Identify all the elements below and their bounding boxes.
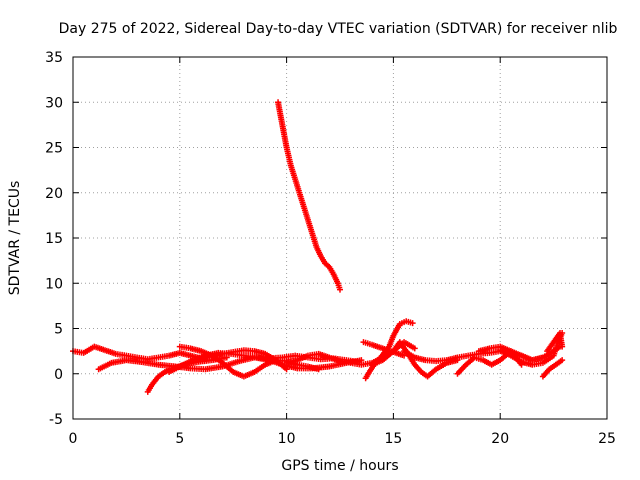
y-tick-label: 25 [45,141,63,157]
x-tick-label: 0 [69,431,78,447]
data-points [70,99,566,395]
series-track-15 [544,330,566,355]
series-track-9 [360,339,408,359]
y-tick-label: 20 [45,186,63,202]
grid [73,57,607,419]
axes: 0 5 10 15 20 25 -5 0 5 10 15 20 25 30 35 [45,50,616,447]
x-tick-label: 5 [175,431,184,447]
data-point [411,345,418,352]
x-axis-label: GPS time / hours [281,458,398,474]
y-tick-label: 30 [45,95,63,111]
chart-title: Day 275 of 2022, Sidereal Day-to-day VTE… [59,21,618,37]
y-tick-label: -5 [49,412,63,428]
data-point [337,286,343,293]
y-tick-label: 10 [45,276,63,292]
series-track-14 [539,357,566,380]
data-point [315,366,322,373]
y-tick-label: 5 [54,322,63,338]
x-tick-label: 15 [384,431,402,447]
y-tick-label: 0 [54,367,63,383]
y-axis-label: SDTVAR / TECUs [7,181,23,296]
data-point [559,343,566,350]
series-track-high [275,99,343,293]
data-point [409,320,416,327]
y-tick-label: 15 [45,231,63,247]
x-tick-label: 10 [278,431,296,447]
series-track-12 [475,343,564,364]
data-point [559,357,566,364]
x-tick-label: 25 [598,431,616,447]
x-tick-label: 20 [491,431,509,447]
y-tick-label: 35 [45,50,63,66]
